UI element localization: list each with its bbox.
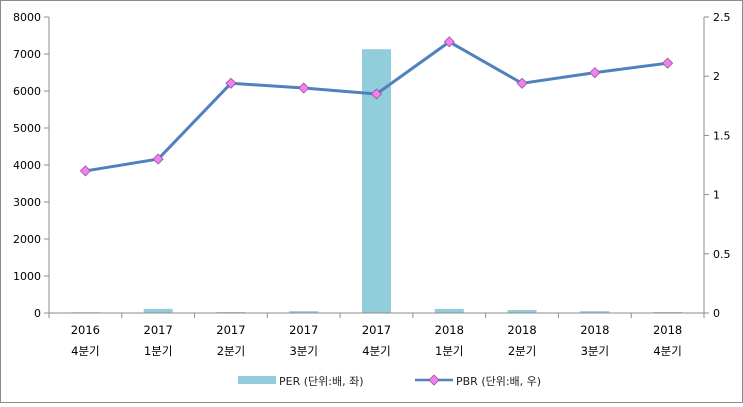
bar-per-7	[580, 311, 610, 313]
y-left-tick-label: 4000	[13, 159, 41, 172]
x-tick-label-quarter: 3분기	[581, 344, 609, 358]
y-right-tick-label: 0	[713, 307, 720, 320]
y-left-tick-label: 2000	[13, 233, 41, 246]
point-pbr-8	[662, 57, 674, 69]
y-left-tick-label: 3000	[13, 196, 41, 209]
point-pbr-1	[152, 153, 164, 165]
x-tick-label-quarter: 1분기	[435, 344, 463, 358]
point-pbr-0	[79, 165, 91, 177]
y-right-tick-label: 2.5	[713, 11, 731, 24]
point-pbr-2	[225, 77, 237, 89]
y-left-tick-label: 7000	[13, 48, 41, 61]
plot-area: 0 1000 2000 3000 4000 5000 6000 7000 8000 0 0.5 1 1.…	[13, 11, 731, 358]
bar-per-5	[434, 308, 464, 313]
bar-per-1	[143, 308, 173, 313]
x-tick-label-quarter: 2분기	[508, 344, 536, 358]
y-right-tick-label: 0.5	[713, 248, 731, 261]
x-tick-label-year: 2017	[144, 323, 173, 337]
point-pbr-7	[589, 67, 601, 79]
x-tick-label-quarter: 2분기	[217, 344, 245, 358]
x-tick-label-year: 2016	[71, 323, 100, 337]
x-tick-label-quarter: 1분기	[144, 344, 172, 358]
bar-per-6	[507, 310, 537, 313]
x-tick-label-year: 2017	[362, 323, 391, 337]
y-left-tick-label: 8000	[13, 11, 41, 24]
point-pbr-4	[370, 88, 383, 100]
bar-per-3	[289, 311, 319, 313]
x-tick-label-year: 2017	[289, 323, 318, 337]
legend-swatch-pbr-marker	[428, 374, 440, 386]
x-tick-label-year: 2017	[216, 323, 245, 337]
x-tick-label-year: 2018	[653, 323, 682, 337]
y-left-tick-label: 6000	[13, 85, 41, 98]
x-tick-label-quarter: 4분기	[653, 344, 681, 358]
y-right-tick-label: 1	[713, 189, 720, 202]
legend-label-pbr: PBR (단위:배, 우)	[456, 375, 541, 388]
legend-swatch-per	[238, 376, 276, 384]
x-tick-label-quarter: 4분기	[362, 344, 390, 358]
y-right-tick-label: 2	[713, 70, 720, 83]
x-tick-label-quarter: 3분기	[289, 344, 317, 358]
x-tick-label-year: 2018	[435, 323, 464, 337]
point-pbr-3	[298, 82, 310, 94]
y-left-tick-label: 0	[34, 307, 41, 320]
point-pbr-5	[443, 36, 455, 48]
point-pbr-6	[516, 77, 528, 89]
x-tick-label-year: 2018	[507, 323, 536, 337]
y-left-tick-label: 1000	[13, 270, 41, 283]
legend: PER (단위:배, 좌) PBR (단위:배, 우)	[238, 374, 541, 388]
y-right-tick-label: 1.5	[713, 129, 731, 142]
y-left-tick-label: 5000	[13, 122, 41, 135]
x-tick-label-quarter: 4분기	[71, 344, 99, 358]
legend-label-per: PER (단위:배, 좌)	[279, 375, 364, 388]
x-tick-label-year: 2018	[580, 323, 609, 337]
